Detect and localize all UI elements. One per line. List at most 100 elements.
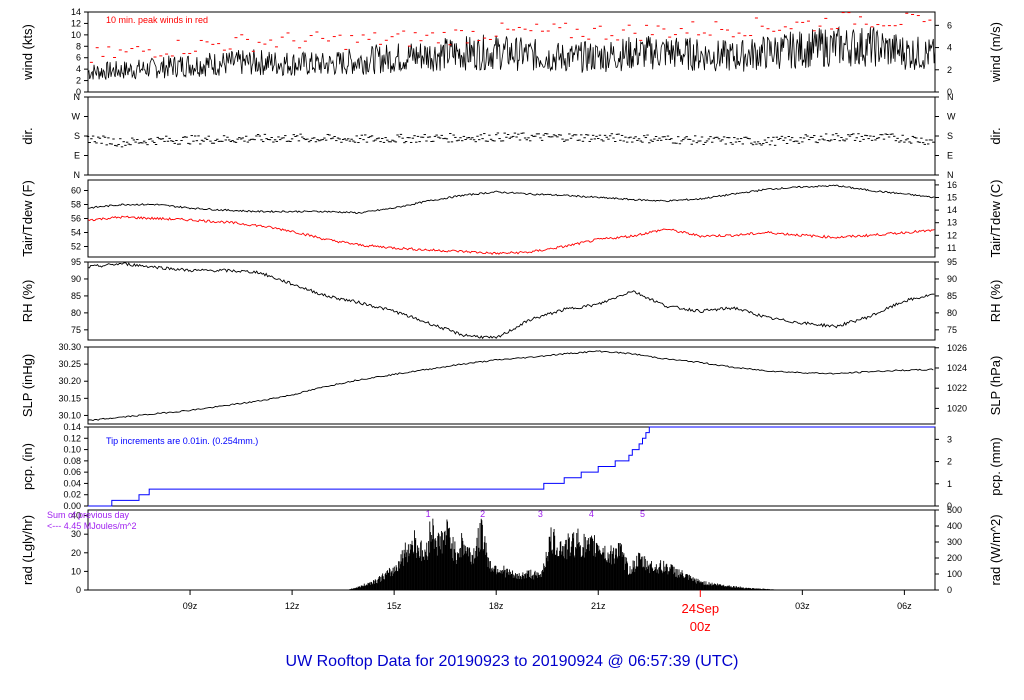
pcp-annotation: Tip increments are 0.01in. (0.254mm.) <box>106 436 258 446</box>
series-tdew <box>87 215 935 255</box>
ytick-label-right-dir: W <box>947 112 956 122</box>
ytick-label-left-dir: N <box>74 170 81 180</box>
ytick-label-left-rh: 85 <box>71 291 81 301</box>
ytick-label-right-pcp: 2 <box>947 457 952 467</box>
ytick-label-left-wind: 8 <box>76 41 81 51</box>
ytick-label-left-wind: 12 <box>71 18 81 28</box>
ylabel-right-rad: rad (W/m^2) <box>988 514 1003 585</box>
panel-frame-rh <box>87 261 936 341</box>
rad-annotation-value: <--- 4.45 MJoules/m^2 <box>47 521 137 531</box>
wind-annotation: 10 min. peak winds in red <box>106 15 208 25</box>
ytick-label-right-rh: 95 <box>947 257 957 267</box>
ytick-label-right-rad: 500 <box>947 505 962 515</box>
ytick-label-right-wind: 2 <box>947 65 952 75</box>
ytick-label-right-slp: 1020 <box>947 403 967 413</box>
ytick-label-left-wind: 10 <box>71 30 81 40</box>
ytick-label-right-temp: 13 <box>947 218 957 228</box>
ytick-label-right-wind: 4 <box>947 43 952 53</box>
ytick-label-left-pcp: 0.02 <box>63 490 81 500</box>
day-marker-label: 00z <box>690 619 711 634</box>
ytick-label-left-pcp: 0.06 <box>63 467 81 477</box>
ytick-label-right-temp: 12 <box>947 230 957 240</box>
ytick-label-left-temp: 58 <box>71 200 81 210</box>
series-tair <box>87 184 935 214</box>
ylabel-left-temp: Tair/Tdew (F) <box>20 180 35 257</box>
ytick-label-left-slp: 30.25 <box>58 359 81 369</box>
ytick-label-left-pcp: 0.14 <box>63 422 81 432</box>
xtick-label-06z: 06z <box>897 601 912 611</box>
ytick-label-left-slp: 30.30 <box>58 342 81 352</box>
ytick-label-left-rh: 90 <box>71 274 81 284</box>
ylabel-left-slp: SLP (inHg) <box>20 354 35 417</box>
ytick-label-left-wind: 6 <box>76 53 81 63</box>
ytick-label-left-pcp: 0.12 <box>63 433 81 443</box>
series-rh <box>87 262 935 340</box>
xtick-label-03z: 03z <box>795 601 810 611</box>
ytick-label-right-dir: N <box>947 170 954 180</box>
rad-marker-4: 4 <box>589 509 594 519</box>
ytick-label-left-wind: 0 <box>76 87 81 97</box>
ytick-label-left-rad: 30 <box>71 529 81 539</box>
ylabel-left-rh: RH (%) <box>20 280 35 323</box>
ytick-label-right-wind: 6 <box>947 20 952 30</box>
ytick-label-right-rad: 200 <box>947 553 962 563</box>
ylabel-left-dir: dir. <box>20 127 35 144</box>
ytick-label-right-slp: 1024 <box>947 363 967 373</box>
xtick-label-18z: 18z <box>489 601 504 611</box>
ytick-label-right-rad: 400 <box>947 521 962 531</box>
ylabel-left-rad: rad (Lgly/hr) <box>20 515 35 585</box>
ylabel-right-rh: RH (%) <box>988 280 1003 323</box>
ytick-label-right-slp: 1022 <box>947 383 967 393</box>
ytick-label-right-rh: 75 <box>947 325 957 335</box>
series-peak <box>89 12 932 63</box>
ytick-label-right-rh: 80 <box>947 308 957 318</box>
ylabel-left-wind: wind (kts) <box>20 24 35 81</box>
ytick-label-right-slp: 1026 <box>947 343 967 353</box>
panel-frame-pcp <box>87 426 936 507</box>
ylabel-right-wind: wind (m/s) <box>988 22 1003 83</box>
ytick-label-right-dir: N <box>947 92 954 102</box>
ytick-label-left-slp: 30.15 <box>58 393 81 403</box>
panel-frame-slp <box>87 346 936 425</box>
rad-marker-1: 1 <box>426 509 431 519</box>
ytick-label-left-slp: 30.20 <box>58 376 81 386</box>
ytick-label-left-temp: 56 <box>71 214 81 224</box>
ytick-label-left-wind: 4 <box>76 64 81 74</box>
series-pcp <box>88 426 935 507</box>
ytick-label-right-wind: 0 <box>947 87 952 97</box>
ytick-label-left-wind: 2 <box>76 76 81 86</box>
ylabel-right-temp: Tair/Tdew (C) <box>988 179 1003 257</box>
ylabel-right-slp: SLP (hPa) <box>988 356 1003 416</box>
ytick-label-right-pcp: 0 <box>947 501 952 511</box>
x-axis: 09z 12z 15z 18z 21z 03z 06z 24Sep 00z <box>183 590 912 634</box>
ytick-label-left-rad: 0 <box>76 585 81 595</box>
ytick-label-left-rh: 80 <box>71 308 81 318</box>
rad-annotation-sum: Sum of previous day <box>47 510 130 520</box>
ytick-label-left-rh: 95 <box>71 257 81 267</box>
ylabel-right-dir: dir. <box>988 127 1003 144</box>
ytick-label-left-pcp: 0.00 <box>63 501 81 511</box>
ytick-label-left-dir: W <box>72 112 81 122</box>
ytick-label-left-pcp: 0.08 <box>63 456 81 466</box>
series-direction <box>86 132 935 148</box>
ytick-label-left-slp: 30.10 <box>58 410 81 420</box>
ytick-label-right-temp: 11 <box>947 243 956 253</box>
ytick-label-left-temp: 54 <box>71 228 81 238</box>
chart-title: UW Rooftop Data for 20190923 to 20190924… <box>286 653 739 670</box>
ytick-label-right-dir: S <box>947 131 953 141</box>
ytick-label-left-dir: N <box>74 92 81 102</box>
ytick-label-left-pcp: 0.04 <box>63 478 81 488</box>
ytick-label-right-temp: 14 <box>947 205 957 215</box>
series-wind <box>87 25 936 80</box>
ytick-label-right-pcp: 3 <box>947 434 952 444</box>
ytick-label-left-rad: 40 <box>71 511 81 521</box>
ytick-label-right-temp: 15 <box>947 193 957 203</box>
ylabel-left-pcp: pcp. (in) <box>20 443 35 490</box>
series-slp <box>87 350 934 421</box>
ytick-label-right-rad: 100 <box>947 569 962 579</box>
rad-marker-5: 5 <box>640 509 645 519</box>
ylabel-right-pcp: pcp. (mm) <box>988 437 1003 496</box>
rad-marker-3: 3 <box>538 509 543 519</box>
